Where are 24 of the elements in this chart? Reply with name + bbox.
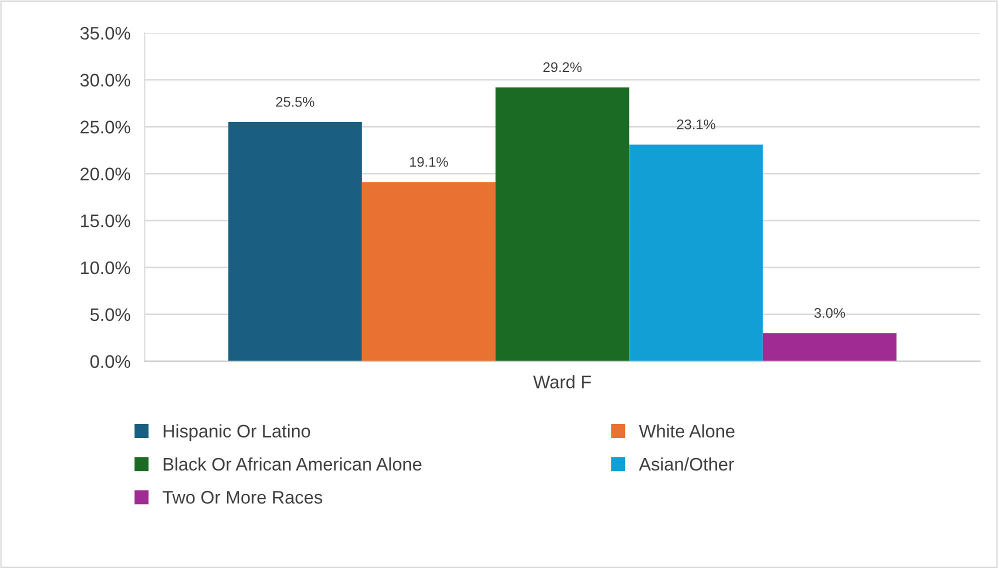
data-label: 3.0% <box>814 308 846 318</box>
legend-label: White Alone <box>638 424 734 438</box>
y-tick-label: 0.0% <box>90 355 130 368</box>
y-tick-label: 10.0% <box>81 261 130 274</box>
bar <box>362 182 496 362</box>
bar <box>762 333 897 362</box>
bar <box>228 122 362 362</box>
y-tick-label: 5.0% <box>90 308 130 322</box>
y-tick-label: 35.0% <box>80 26 130 40</box>
legend-label: Two Or More Races <box>162 490 322 504</box>
legend-label: Asian/Other <box>638 457 734 471</box>
x-tick-label: Ward F <box>533 375 591 388</box>
data-label: 23.1% <box>677 119 716 130</box>
data-label: 25.5% <box>276 96 314 107</box>
y-tick-label: 25.0% <box>80 120 130 134</box>
y-tick-label: 30.0% <box>80 74 130 87</box>
data-label: 29.2% <box>543 62 582 72</box>
y-tick-label: 15.0% <box>81 214 130 228</box>
legend-label: Hispanic Or Latino <box>164 424 310 442</box>
bar <box>496 87 630 362</box>
y-tick-label: 20.0% <box>80 168 130 180</box>
bar <box>629 144 763 362</box>
legend-label: Black Or African American Alone <box>164 457 422 471</box>
data-label: 19.1% <box>410 157 448 167</box>
